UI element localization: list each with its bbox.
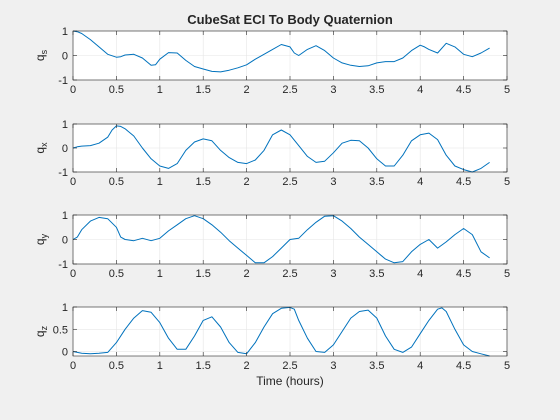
y-tick-label: 1: [62, 26, 68, 38]
subplot-z: 0 0.5 1 1.5 2 2.5 3 3.5 4 4.5 5 0 0.5 1 qz Time (hours): [33, 302, 510, 388]
x-tick-label: 5: [504, 268, 510, 280]
x-tick-label: 3: [330, 176, 336, 188]
x-tick-label: 3.5: [369, 84, 384, 96]
x-tick-label: 4: [417, 360, 423, 372]
y-axis-label-base: q: [33, 147, 47, 154]
y-tick-label: -1: [58, 167, 68, 179]
x-tick-label: 1: [157, 176, 163, 188]
x-tick-label: 2.5: [282, 268, 297, 280]
chart-title: CubeSat ECI To Body Quaternion: [187, 12, 393, 27]
x-tick-label: 4: [417, 176, 423, 188]
x-tick-label: 0: [70, 268, 76, 280]
x-tick-label: 5: [504, 84, 510, 96]
x-tick-label: 1: [157, 84, 163, 96]
x-tick-label: 4.5: [456, 84, 471, 96]
y-axis-label-subscript: x: [39, 142, 49, 147]
x-tick-label: 3.5: [369, 360, 384, 372]
x-tick-label: 4: [417, 268, 423, 280]
series-line: [72, 215, 490, 264]
x-tick-label: 0.5: [109, 176, 124, 188]
x-tick-label: 2.5: [282, 84, 297, 96]
x-tick-label: 2.5: [282, 176, 297, 188]
x-tick-label: 1.5: [196, 84, 211, 96]
x-tick-label: 1.5: [196, 176, 211, 188]
x-tick-label: 0: [70, 84, 76, 96]
x-tick-label: 3.5: [369, 268, 384, 280]
x-tick-label: 0: [70, 176, 76, 188]
x-tick-label: 4: [417, 84, 423, 96]
x-tick-label: 2: [244, 268, 250, 280]
x-tick-label: 4.5: [456, 360, 471, 372]
x-tick-label: 3: [330, 84, 336, 96]
x-tick-label: 4.5: [456, 176, 471, 188]
y-tick-label: 1: [62, 302, 68, 314]
series-line: [72, 125, 490, 173]
y-axis-label: qx: [33, 142, 49, 154]
x-tick-label: 0.5: [109, 360, 124, 372]
x-tick-label: 3.5: [369, 176, 384, 188]
x-tick-label: 1.5: [196, 360, 211, 372]
x-tick-label: 0.5: [109, 84, 124, 96]
y-tick-label: 1: [62, 210, 68, 222]
y-tick-label: -1: [58, 75, 68, 87]
y-axis-label-subscript: s: [39, 49, 49, 54]
y-tick-label: 0: [62, 143, 68, 155]
x-tick-label: 1.5: [196, 268, 211, 280]
x-tick-label: 4.5: [456, 268, 471, 280]
y-tick-label: 1: [62, 119, 68, 131]
y-axis-label: qy: [33, 233, 49, 245]
y-axis-label-subscript: z: [39, 325, 49, 330]
y-axis-label: qz: [33, 325, 49, 337]
x-tick-label: 0.5: [109, 268, 124, 280]
y-tick-label: 0: [62, 347, 68, 359]
series-line: [72, 306, 490, 357]
y-tick-label: 0: [62, 51, 68, 63]
x-tick-label: 0: [70, 360, 76, 372]
y-tick-label: 0.5: [53, 324, 68, 336]
x-tick-label: 2: [244, 360, 250, 372]
y-axis-label-base: q: [33, 54, 47, 61]
x-tick-label: 3: [330, 268, 336, 280]
x-axis-label: Time (hours): [256, 374, 324, 388]
y-tick-label: -1: [58, 259, 68, 271]
y-axis-label-subscript: y: [39, 233, 49, 238]
series-line: [72, 30, 490, 73]
x-tick-label: 2.5: [282, 360, 297, 372]
y-axis-label-base: q: [33, 330, 47, 337]
x-tick-label: 1: [157, 360, 163, 372]
x-tick-label: 1: [157, 268, 163, 280]
y-axis-label-base: q: [33, 238, 47, 245]
y-tick-label: 0: [62, 235, 68, 247]
x-tick-label: 3: [330, 360, 336, 372]
x-tick-label: 5: [504, 360, 510, 372]
x-tick-label: 2: [244, 84, 250, 96]
y-axis-label: qs: [33, 49, 49, 61]
x-tick-label: 2: [244, 176, 250, 188]
x-tick-label: 5: [504, 176, 510, 188]
